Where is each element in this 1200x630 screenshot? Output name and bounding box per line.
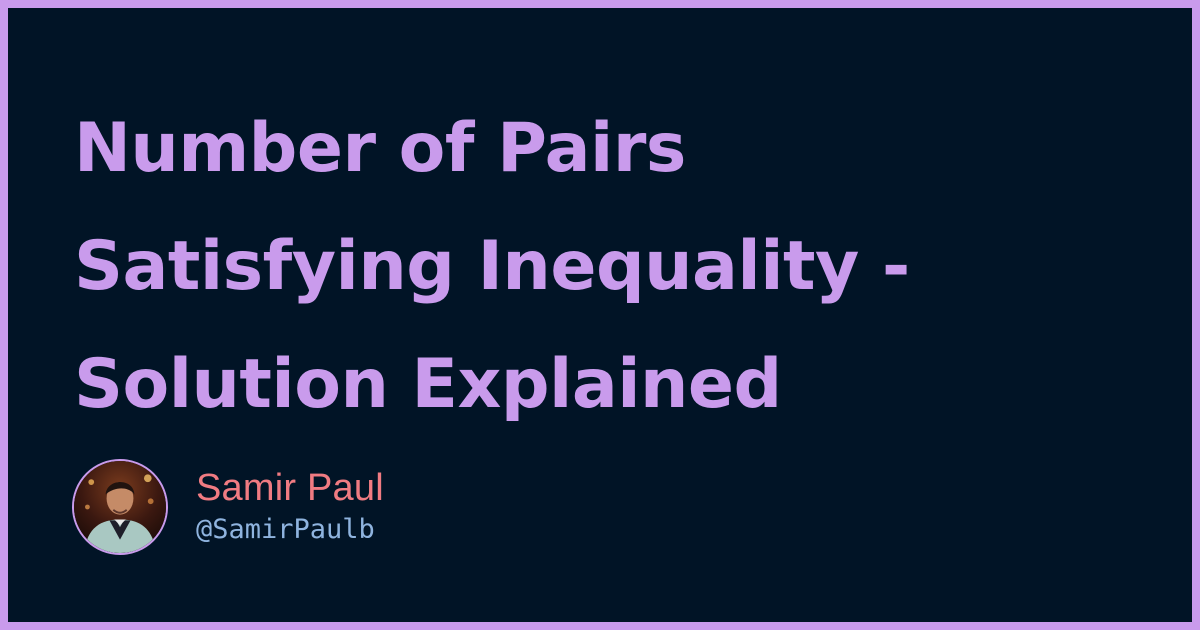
title-line: Solution Explained [74,345,782,424]
title-line: Satisfying Inequality - [74,227,910,306]
title-line: Number of Pairs [74,109,686,188]
author-block: Samir Paul @SamirPaulb [72,459,384,555]
article-title: Number of Pairs Satisfying Inequality - … [74,90,1134,444]
author-name: Samir Paul [196,467,384,509]
social-card: Number of Pairs Satisfying Inequality - … [8,8,1192,622]
author-handle: @SamirPaulb [196,514,375,545]
author-photo-icon [74,461,166,553]
author-details: Samir Paul @SamirPaulb [196,467,384,547]
author-avatar [72,459,168,555]
